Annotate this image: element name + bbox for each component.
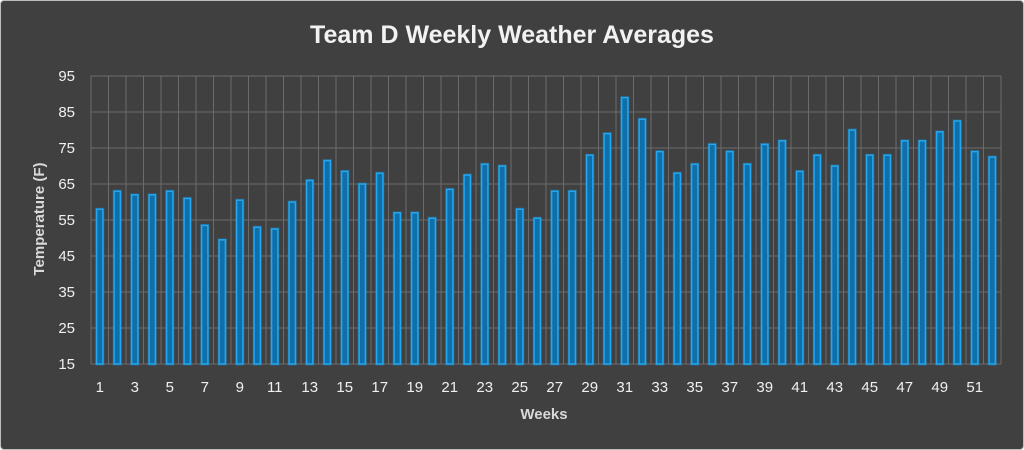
bar-week-41 [795, 170, 804, 365]
bar-week-46 [883, 154, 892, 365]
bar-week-29 [585, 154, 594, 365]
bar-week-7 [200, 224, 209, 365]
y-tick-label: 95 [58, 68, 75, 85]
bar-week-4 [148, 194, 157, 365]
bar-week-6 [183, 197, 192, 365]
bar-week-26 [533, 217, 542, 365]
y-tick-label: 85 [58, 104, 75, 121]
bar-week-24 [498, 165, 507, 365]
bar-week-44 [848, 129, 857, 365]
bar-week-33 [655, 150, 664, 365]
bar-week-19 [410, 212, 419, 365]
y-axis-label: Temperature (F) [31, 162, 48, 275]
bar-week-40 [778, 140, 787, 365]
x-tick-label: 29 [581, 379, 598, 396]
bar-week-49 [935, 131, 944, 365]
bar-week-21 [445, 188, 454, 365]
x-tick-label: 33 [651, 379, 668, 396]
bar-week-47 [900, 140, 909, 365]
bar-week-8 [218, 239, 227, 365]
bar-week-51 [970, 150, 979, 365]
y-tick-label: 35 [58, 284, 75, 301]
bar-week-42 [813, 154, 822, 365]
bar-week-27 [550, 190, 559, 365]
x-tick-label: 3 [131, 379, 139, 396]
bar-week-23 [480, 163, 489, 365]
x-tick-label: 39 [756, 379, 773, 396]
bar-week-25 [515, 208, 524, 365]
x-tick-label: 9 [236, 379, 244, 396]
bar-week-13 [305, 179, 314, 365]
bar-week-31 [620, 96, 629, 365]
bar-week-20 [428, 217, 437, 365]
bar-week-15 [340, 170, 349, 365]
bar-week-34 [673, 172, 682, 365]
x-tick-label: 21 [441, 379, 458, 396]
bars [95, 96, 997, 366]
bar-week-9 [235, 199, 244, 365]
x-tick-label: 17 [371, 379, 388, 396]
bar-week-5 [165, 190, 174, 365]
bar-week-48 [918, 140, 927, 365]
x-tick-label: 41 [791, 379, 808, 396]
chart-title: Team D Weekly Weather Averages [310, 21, 714, 49]
bar-week-3 [130, 194, 139, 365]
x-tick-label: 11 [267, 379, 283, 396]
bar-week-28 [568, 190, 577, 365]
bar-week-37 [725, 150, 734, 365]
y-tick-label: 65 [58, 176, 75, 193]
bar-week-16 [358, 183, 367, 365]
x-tick-label: 43 [826, 379, 843, 396]
y-axis-ticks: 15 25 35 45 55 65 75 85 95 [58, 68, 75, 373]
bar-week-30 [603, 132, 612, 365]
x-tick-label: 51 [966, 379, 983, 396]
bar-week-39 [760, 143, 769, 365]
y-tick-label: 45 [58, 248, 75, 265]
y-tick-label: 15 [58, 356, 75, 373]
bar-week-12 [288, 201, 297, 365]
bar-week-43 [830, 165, 839, 365]
x-tick-label: 19 [406, 379, 423, 396]
bar-week-50 [953, 120, 962, 365]
x-tick-label: 25 [511, 379, 528, 396]
bar-week-17 [375, 172, 384, 365]
x-tick-label: 1 [96, 379, 104, 396]
x-tick-label: 15 [336, 379, 353, 396]
bar-week-11 [270, 228, 279, 365]
bar-week-52 [988, 156, 997, 365]
y-tick-label: 55 [58, 212, 75, 229]
x-axis-label: Weeks [520, 406, 567, 423]
bar-week-22 [463, 174, 472, 365]
x-tick-label: 47 [896, 379, 913, 396]
bar-week-18 [393, 212, 402, 365]
bar-week-38 [743, 163, 752, 365]
bar-week-45 [865, 154, 874, 365]
x-axis-ticks: 1 3 5 7 9 11 13 15 17 19 21 23 25 27 29 31 33 35 37 39 41 43 4… [96, 379, 984, 396]
x-tick-label: 37 [721, 379, 738, 396]
x-tick-label: 49 [931, 379, 948, 396]
bar-week-14 [323, 159, 332, 365]
bar-week-36 [708, 143, 717, 365]
gridlines [90, 75, 1002, 365]
x-tick-label: 27 [546, 379, 563, 396]
x-tick-label: 31 [616, 379, 633, 396]
x-tick-label: 23 [476, 379, 493, 396]
x-tick-label: 35 [686, 379, 703, 396]
bar-week-32 [638, 118, 647, 365]
bar-week-10 [253, 226, 262, 365]
x-tick-label: 7 [201, 379, 209, 396]
y-tick-label: 25 [58, 320, 75, 337]
bar-week-35 [690, 163, 699, 365]
x-tick-label: 45 [861, 379, 878, 396]
x-tick-label: 13 [301, 379, 318, 396]
y-tick-label: 75 [58, 140, 75, 157]
bar-week-1 [95, 208, 104, 365]
x-tick-label: 5 [166, 379, 174, 396]
bar-week-2 [113, 190, 122, 365]
